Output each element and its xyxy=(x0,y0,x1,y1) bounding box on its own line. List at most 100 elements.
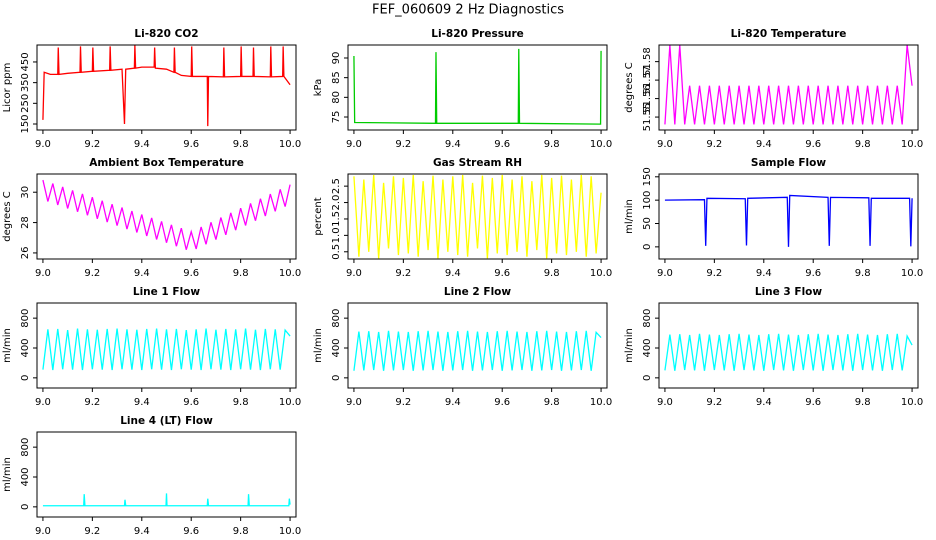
x-tick-label: 9.0 xyxy=(657,397,673,408)
x-tick-label: 9.8 xyxy=(855,139,871,150)
x-tick-label: 9.0 xyxy=(35,268,51,279)
panel-title: Line 3 Flow xyxy=(755,286,822,298)
y-tick-label: 0.5 xyxy=(331,244,342,260)
plot-frame xyxy=(347,302,608,389)
data-line xyxy=(664,44,913,125)
x-tick-label: 10.0 xyxy=(901,397,923,408)
plot-frame xyxy=(36,44,297,131)
y-tick-label: 51.57 xyxy=(642,66,653,95)
x-tick-label: 9.8 xyxy=(233,397,249,408)
x-tick-label: 10.0 xyxy=(279,139,301,150)
x-tick-label: 9.2 xyxy=(395,268,411,279)
x-tick-label: 9.0 xyxy=(657,139,673,150)
y-axis-label: ml/min xyxy=(624,199,635,234)
x-tick-label: 9.6 xyxy=(494,397,510,408)
x-tick-label: 9.2 xyxy=(395,139,411,150)
plot-frame xyxy=(36,173,297,260)
x-tick-label: 10.0 xyxy=(279,526,301,537)
y-tick-label: 800 xyxy=(20,438,31,457)
y-axis-label: ml/min xyxy=(2,328,13,363)
panel-title: Li-820 CO2 xyxy=(134,28,198,40)
y-tick-label: 1.5 xyxy=(331,211,342,227)
y-tick-label: 0 xyxy=(331,375,342,381)
data-line xyxy=(664,333,913,371)
plot-frame xyxy=(658,302,919,389)
x-tick-label: 9.2 xyxy=(84,526,100,537)
y-tick-label: 80 xyxy=(331,91,342,104)
y-tick-label: 51.56 xyxy=(642,84,653,113)
x-tick-label: 9.4 xyxy=(756,397,772,408)
y-tick-label: 250 xyxy=(20,94,31,113)
y-axis-label: degrees C xyxy=(624,62,635,112)
figure-title: FEF_060609 2 Hz Diagnostics xyxy=(372,3,564,18)
y-tick-label: 0 xyxy=(642,375,653,381)
x-tick-label: 9.6 xyxy=(805,139,821,150)
x-tick-label: 9.4 xyxy=(134,526,150,537)
y-tick-label: 350 xyxy=(20,73,31,92)
x-tick-label: 9.4 xyxy=(756,139,772,150)
x-tick-label: 9.6 xyxy=(183,268,199,279)
x-tick-label: 9.4 xyxy=(134,268,150,279)
x-tick-label: 9.4 xyxy=(134,139,150,150)
y-tick-label: 51.58 xyxy=(642,47,653,76)
x-tick-label: 9.4 xyxy=(445,397,461,408)
data-line xyxy=(353,330,602,371)
x-tick-label: 10.0 xyxy=(590,139,612,150)
y-tick-label: 26 xyxy=(20,247,31,260)
x-tick-label: 9.0 xyxy=(346,139,362,150)
y-tick-label: 0 xyxy=(642,244,653,250)
y-tick-label: 0 xyxy=(20,504,31,510)
y-axis-label: ml/min xyxy=(313,328,324,363)
panel-title: Li-820 Temperature xyxy=(731,28,847,40)
x-tick-label: 10.0 xyxy=(590,268,612,279)
x-tick-label: 9.2 xyxy=(395,397,411,408)
y-tick-label: 30 xyxy=(20,186,31,199)
x-tick-label: 9.4 xyxy=(756,268,772,279)
y-tick-label: 400 xyxy=(331,338,342,357)
y-axis-label: ml/min xyxy=(2,457,13,492)
x-tick-label: 9.8 xyxy=(233,139,249,150)
x-tick-label: 9.0 xyxy=(657,268,673,279)
y-axis-label: percent xyxy=(313,197,324,235)
y-tick-label: 2.0 xyxy=(331,195,342,211)
x-tick-label: 9.8 xyxy=(855,397,871,408)
x-tick-label: 9.8 xyxy=(544,139,560,150)
x-tick-label: 9.8 xyxy=(855,268,871,279)
plot-frame xyxy=(658,173,919,260)
x-tick-label: 10.0 xyxy=(901,268,923,279)
x-tick-label: 9.6 xyxy=(494,268,510,279)
x-tick-label: 9.0 xyxy=(35,526,51,537)
x-tick-label: 10.0 xyxy=(901,139,923,150)
data-line xyxy=(664,194,913,247)
x-tick-label: 9.2 xyxy=(706,139,722,150)
y-tick-label: 0 xyxy=(20,375,31,381)
plot-frame xyxy=(658,44,919,131)
panel-title: Line 4 (LT) Flow xyxy=(120,415,213,427)
x-tick-label: 9.2 xyxy=(84,268,100,279)
y-axis-label: degrees C xyxy=(2,191,13,241)
panel-title: Li-820 Pressure xyxy=(431,28,524,40)
x-tick-label: 9.0 xyxy=(35,397,51,408)
y-tick-label: 800 xyxy=(20,309,31,328)
x-tick-label: 9.6 xyxy=(183,526,199,537)
x-tick-label: 9.0 xyxy=(35,139,51,150)
panel-title: Sample Flow xyxy=(751,157,826,169)
y-tick-label: 400 xyxy=(20,338,31,357)
y-tick-label: 90 xyxy=(331,52,342,65)
x-tick-label: 9.4 xyxy=(445,139,461,150)
x-tick-label: 9.4 xyxy=(134,397,150,408)
x-tick-label: 9.2 xyxy=(84,397,100,408)
x-tick-label: 9.8 xyxy=(233,268,249,279)
x-tick-label: 10.0 xyxy=(279,268,301,279)
x-tick-label: 9.8 xyxy=(544,268,560,279)
y-tick-label: 75 xyxy=(331,111,342,124)
y-tick-label: 150 xyxy=(20,114,31,133)
y-tick-label: 28 xyxy=(20,216,31,229)
y-tick-label: 400 xyxy=(20,467,31,486)
x-tick-label: 9.2 xyxy=(706,397,722,408)
data-line xyxy=(353,174,602,259)
x-tick-label: 9.6 xyxy=(805,268,821,279)
